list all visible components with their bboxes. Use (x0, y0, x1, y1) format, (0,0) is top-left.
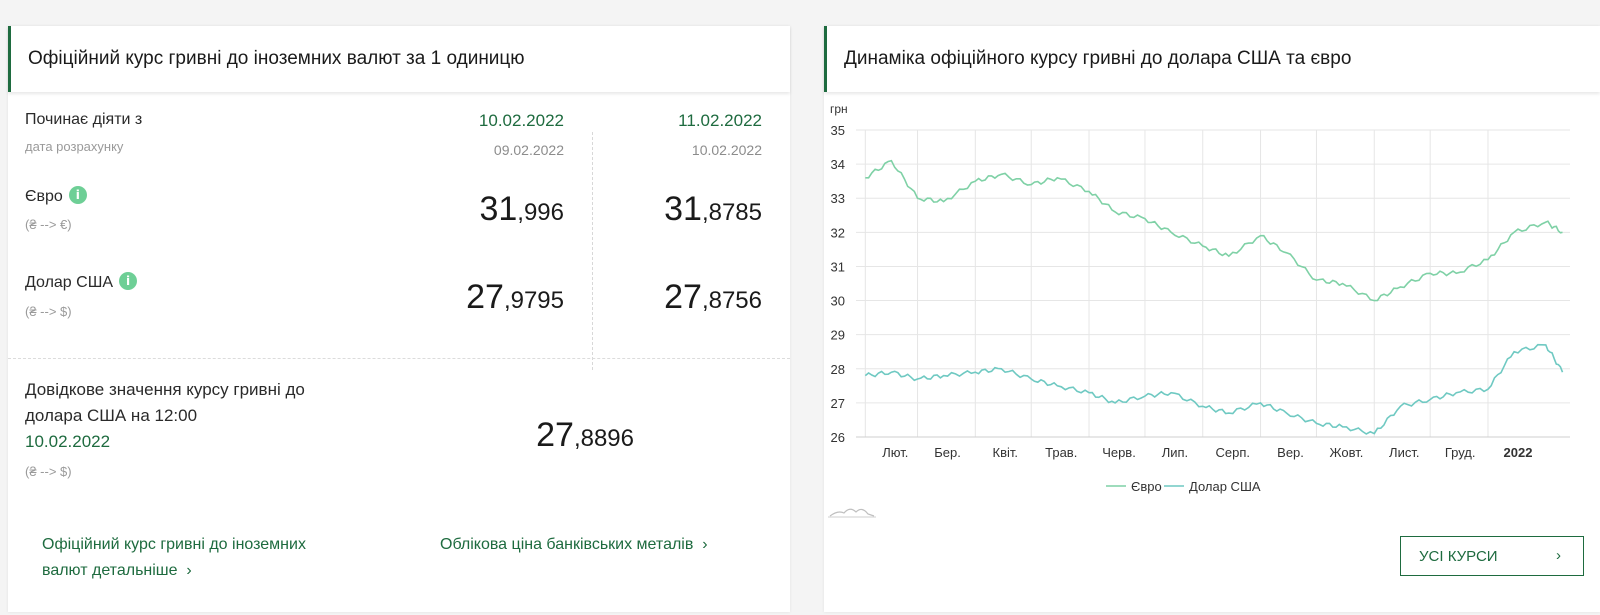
usd-rate-1-int: 27 (466, 278, 504, 316)
effective-label: Починає діяти з (25, 111, 143, 128)
euro-rate-2: 31,8785 (664, 190, 762, 229)
euro-rate-2-frac: ,8785 (701, 199, 762, 226)
usd-rate-2: 27,8756 (664, 278, 762, 317)
reference-pair: (₴ --> $) (25, 464, 72, 479)
official-rates-title: Офіційний курс гривні до іноземних валют… (28, 48, 525, 69)
dynamics-card: Динаміка офіційного курсу гривні до дола… (824, 26, 1600, 612)
chart-legend: Євро Долар США (1106, 479, 1261, 494)
chart-series (864, 159, 1564, 435)
detailed-rates-link-line2: валют детальніше (42, 562, 178, 579)
usd-label: Долар США (25, 274, 114, 291)
x-tick-label: Трав. (1045, 445, 1077, 460)
y-tick-label: 28 (831, 362, 845, 377)
detailed-rates-link[interactable]: Офіційний курс гривні до іноземних валют… (42, 532, 306, 584)
x-tick-label: Серп. (1215, 445, 1250, 460)
usd-rate-2-int: 27 (664, 278, 702, 316)
official-rates-card: Офіційний курс гривні до іноземних валют… (8, 26, 790, 612)
effective-date-1: 10.02.2022 (478, 111, 564, 130)
reference-label-line1: Довідкове значення курсу гривні до (25, 380, 305, 399)
euro-pair: (₴ --> €) (25, 217, 72, 232)
usd-series-line (864, 343, 1564, 435)
euro-series-line (865, 159, 1563, 302)
all-rates-button[interactable]: УСІ КУРСИ › (1400, 536, 1584, 576)
y-tick-label: 32 (831, 225, 845, 240)
info-icon[interactable]: i (119, 272, 138, 290)
y-tick-label: 27 (831, 396, 845, 411)
rates-chart: 26 27 28 29 30 31 32 33 34 35 грн Лют. Бер. Квіт. Трав… (828, 102, 1570, 518)
euro-rate-1: 31,996 (479, 190, 564, 229)
column-divider (592, 132, 593, 370)
effective-date-2: 11.02.2022 (678, 111, 762, 130)
x-tick-label: Вер. (1277, 445, 1304, 460)
y-tick-label: 30 (831, 294, 845, 309)
y-tick-label: 35 (831, 123, 845, 138)
reference-rate: 27,8896 (536, 416, 634, 455)
section-divider (8, 358, 790, 359)
euro-label: Євро (25, 188, 63, 205)
y-axis-label: грн (830, 102, 848, 116)
reference-rate-int: 27 (536, 416, 574, 454)
mini-chart-icon[interactable] (828, 508, 876, 518)
reference-date: 10.02.2022 (25, 432, 111, 451)
dynamics-header: Динаміка офіційного курсу гривні до дола… (824, 26, 1600, 92)
reference-label-line2: долара США на 12:00 (25, 406, 198, 425)
chevron-right-icon: › (186, 562, 192, 579)
metals-price-link-label: Облікова ціна банківських металів (440, 536, 694, 553)
y-tick-label: 26 (831, 430, 845, 445)
chevron-right-icon: › (702, 536, 708, 553)
y-tick-label: 33 (831, 191, 845, 206)
calc-date-2: 10.02.2022 (691, 142, 762, 158)
dynamics-title: Динаміка офіційного курсу гривні до дола… (844, 48, 1352, 69)
euro-label-row: Євро i (25, 186, 87, 206)
legend-label: Євро (1131, 479, 1162, 494)
detailed-rates-link-line1: Офіційний курс гривні до іноземних (42, 536, 306, 553)
y-tick-label: 34 (831, 157, 845, 172)
x-tick-label: Лип. (1162, 445, 1188, 460)
x-tick-label: Бер. (934, 445, 961, 460)
usd-rate-2-frac: ,8756 (701, 287, 762, 314)
x-tick-label: Квіт. (993, 445, 1019, 460)
y-tick-label: 29 (831, 328, 845, 343)
chart-grid (856, 129, 1570, 438)
x-tick-label: Черв. (1102, 445, 1136, 460)
usd-rate-1: 27,9795 (466, 278, 564, 317)
legend-label: Долар США (1189, 479, 1261, 494)
x-tick-label: Груд. (1445, 445, 1476, 460)
y-tick-label: 31 (831, 259, 845, 274)
official-rates-header: Офіційний курс гривні до іноземних валют… (8, 26, 790, 92)
x-tick-label: Лют. (882, 445, 908, 460)
all-rates-button-label: УСІ КУРСИ (1419, 547, 1498, 565)
euro-rate-2-int: 31 (664, 190, 702, 228)
calc-date-1: 09.02.2022 (493, 142, 564, 158)
x-tick-label: Лист. (1389, 445, 1419, 460)
chart-axes: 26 27 28 29 30 31 32 33 34 35 грн Лют. Бер. Квіт. Трав… (830, 102, 1570, 460)
euro-rate-1-int: 31 (479, 190, 518, 228)
usd-pair: (₴ --> $) (25, 304, 72, 319)
euro-rate-1-frac: ,996 (517, 199, 564, 226)
info-icon[interactable]: i (68, 186, 87, 204)
x-tick-label: Жовт. (1330, 445, 1364, 460)
usd-label-row: Долар США i (25, 272, 138, 292)
x-tick-label: 2022 (1504, 445, 1533, 460)
calc-date-label: дата розрахунку (25, 139, 124, 154)
metals-price-link[interactable]: Облікова ціна банківських металів › (440, 532, 708, 558)
reference-rate-frac: ,8896 (573, 425, 634, 452)
usd-rate-1-frac: ,9795 (503, 287, 564, 314)
chevron-right-icon: › (1556, 547, 1561, 564)
